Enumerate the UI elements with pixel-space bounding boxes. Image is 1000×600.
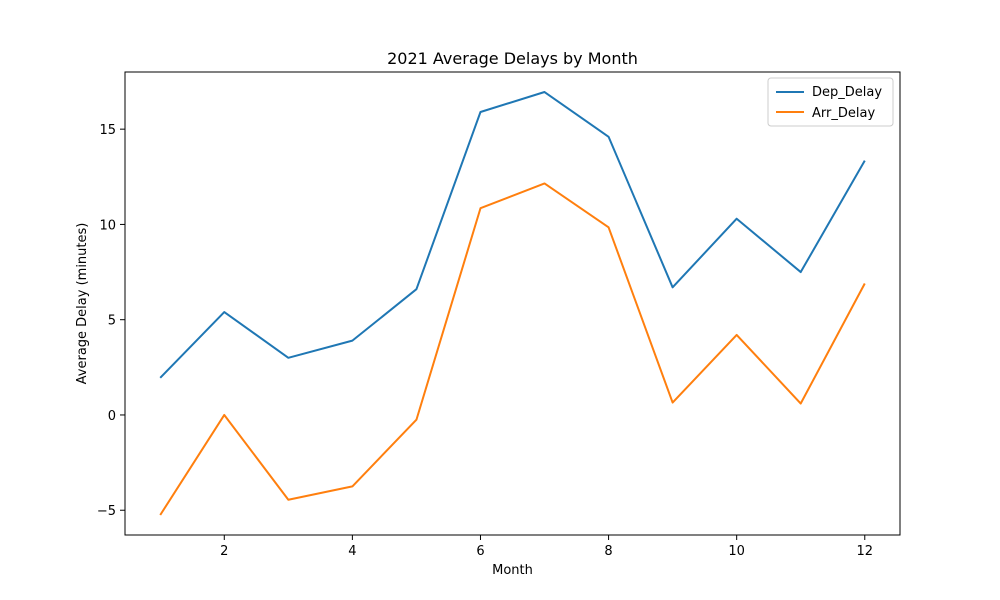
x-tick-label: 8 — [604, 544, 612, 559]
y-tick-label: 5 — [108, 314, 116, 329]
legend-box — [767, 77, 894, 127]
x-tick-label: 10 — [728, 544, 745, 559]
series-layer — [159, 91, 866, 516]
x-tick-label: 6 — [476, 544, 484, 559]
series-line-arr-delay — [159, 182, 866, 516]
y-axis: −5 0 5 10 15 — [97, 123, 125, 519]
legend-label-dep-delay: Dep_Delay — [812, 85, 882, 100]
legend-label-arr-delay: Arr_Delay — [812, 106, 875, 121]
y-tick-label: −5 — [97, 504, 116, 519]
legend: Dep_Delay Arr_Delay — [767, 77, 894, 127]
series-line-dep-delay — [159, 91, 866, 379]
y-tick-label: 10 — [99, 218, 116, 233]
x-tick-label: 4 — [348, 544, 356, 559]
plot-frame — [124, 71, 901, 536]
y-tick-label: 0 — [108, 409, 116, 424]
chart-title: 2021 Average Delays by Month — [387, 49, 638, 68]
x-axis-label: Month — [492, 563, 533, 578]
y-tick-label: 15 — [99, 123, 116, 138]
x-axis: 2 4 6 8 10 12 — [220, 535, 873, 559]
plot-background — [125, 72, 900, 535]
y-axis-label: Average Delay (minutes) — [75, 223, 90, 385]
x-tick-label: 12 — [856, 544, 873, 559]
x-tick-label: 2 — [220, 544, 228, 559]
